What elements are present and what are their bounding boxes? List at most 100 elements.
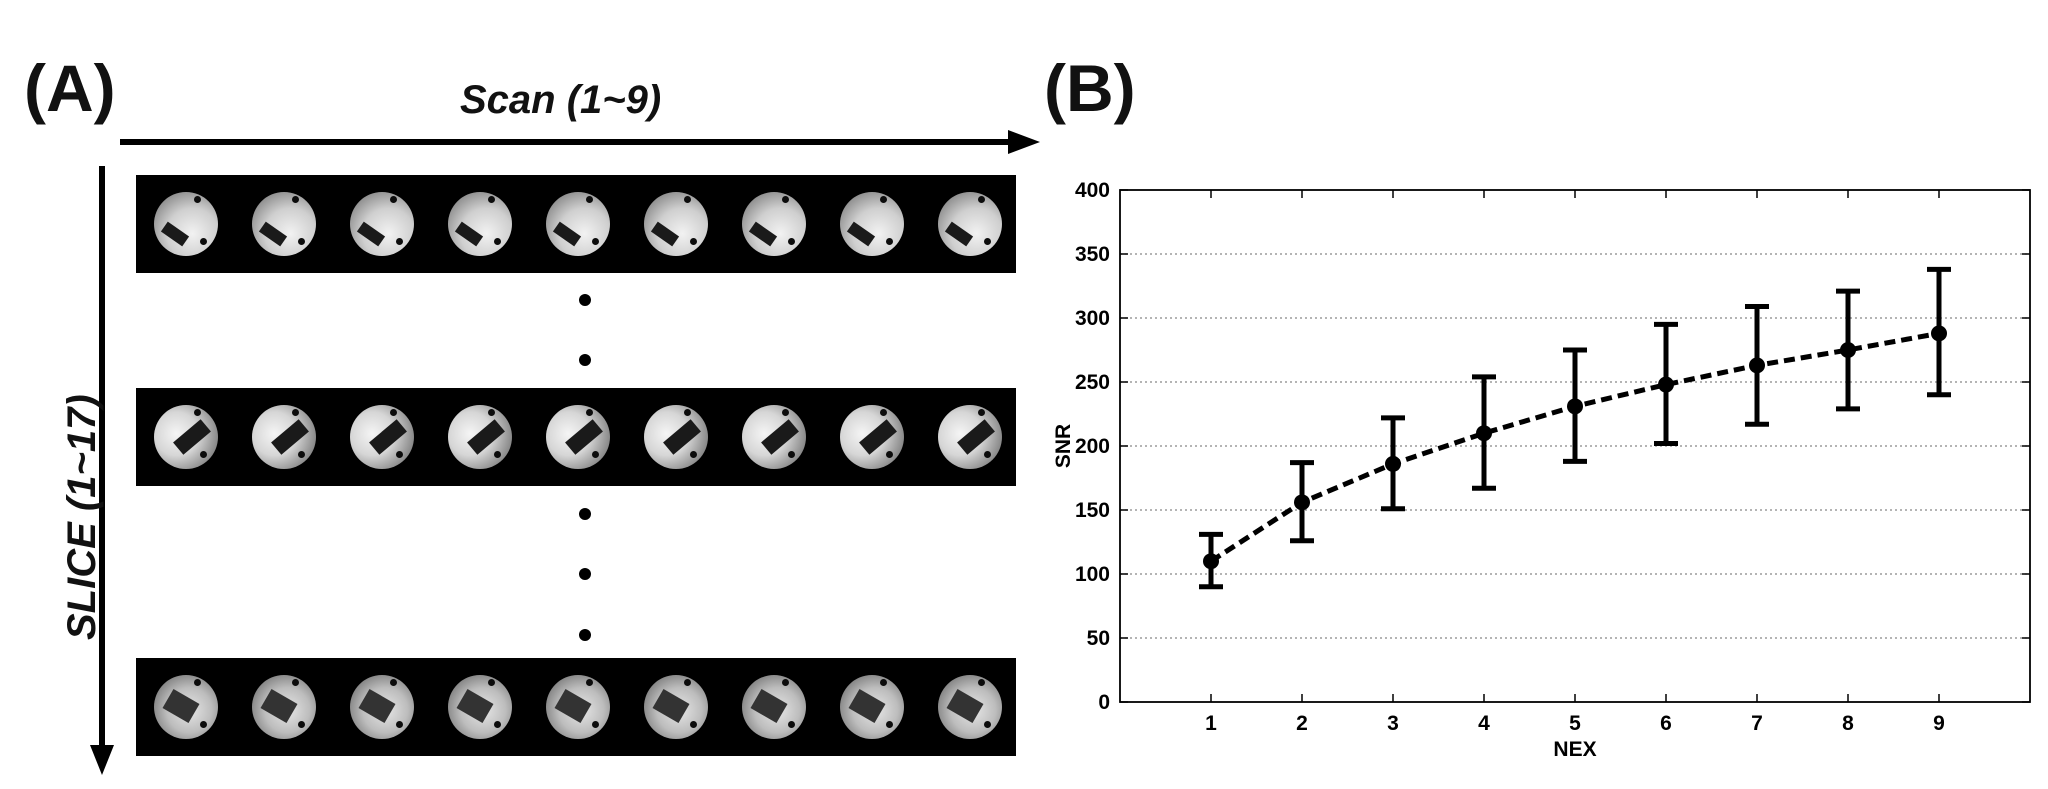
data-point — [1931, 325, 1947, 342]
phantom-thumbnail — [840, 192, 904, 256]
phantom-marker — [984, 451, 991, 458]
x-tick-label: 7 — [1751, 712, 1763, 735]
phantom-thumbnail — [350, 192, 414, 256]
phantom-marker — [690, 721, 697, 728]
phantom-insert — [848, 688, 886, 724]
phantom-thumbnail — [154, 675, 218, 739]
phantom-marker — [200, 238, 207, 245]
phantom-thumbnail — [252, 405, 316, 469]
phantom-marker — [194, 196, 201, 203]
ellipsis-dot — [579, 568, 591, 580]
image-strip-middle — [136, 388, 1016, 486]
data-point — [1294, 494, 1310, 511]
data-point — [1476, 425, 1492, 442]
phantom-marker — [984, 238, 991, 245]
x-axis-label: NEX — [1553, 738, 1596, 761]
phantom-marker — [978, 679, 985, 686]
y-tick-label: 0 — [1098, 691, 1110, 714]
phantom-marker — [788, 451, 795, 458]
data-point — [1749, 357, 1765, 374]
phantom-marker — [782, 409, 789, 416]
phantom-marker — [690, 451, 697, 458]
x-tick-label: 1 — [1205, 712, 1217, 735]
phantom-marker — [782, 679, 789, 686]
phantom-marker — [690, 238, 697, 245]
phantom-marker — [684, 679, 691, 686]
phantom-marker — [494, 238, 501, 245]
image-strip-top — [136, 175, 1016, 273]
phantom-thumbnail — [154, 192, 218, 256]
phantom-marker — [200, 721, 207, 728]
phantom-marker — [494, 721, 501, 728]
phantom-thumbnail — [154, 405, 218, 469]
data-point — [1385, 455, 1401, 472]
slice-axis-arrowhead — [90, 745, 114, 775]
phantom-marker — [592, 238, 599, 245]
phantom-thumbnail — [742, 675, 806, 739]
phantom-marker — [684, 196, 691, 203]
phantom-marker — [194, 679, 201, 686]
phantom-thumbnail — [644, 675, 708, 739]
phantom-insert — [944, 221, 974, 247]
phantom-insert — [271, 419, 309, 455]
phantom-marker — [396, 451, 403, 458]
y-tick-label: 300 — [1075, 307, 1110, 330]
snr-chart: 0 50 100 150 200 250 300 350 400 1 2 3 4 5 6 7 8 9 NEX SNR — [1052, 179, 2031, 761]
phantom-marker — [886, 238, 893, 245]
ellipsis-dot — [579, 508, 591, 520]
plot-frame — [1119, 189, 2031, 703]
phantom-marker — [200, 451, 207, 458]
phantom-insert — [260, 688, 298, 724]
phantom-insert — [173, 419, 211, 455]
phantom-insert — [652, 688, 690, 724]
phantom-thumbnail — [840, 675, 904, 739]
phantom-thumbnail — [252, 675, 316, 739]
phantom-thumbnail — [938, 405, 1002, 469]
phantom-marker — [592, 721, 599, 728]
arrows-layer — [90, 130, 1040, 775]
y-tick-label: 100 — [1075, 563, 1110, 586]
phantom-insert — [663, 419, 701, 455]
phantom-insert — [456, 688, 494, 724]
phantom-marker — [586, 679, 593, 686]
y-tick-label: 200 — [1075, 435, 1110, 458]
phantom-insert — [859, 419, 897, 455]
data-point — [1567, 398, 1583, 415]
phantom-thumbnail — [350, 675, 414, 739]
phantom-insert — [565, 419, 603, 455]
ellipsis-dot — [579, 629, 591, 641]
data-point — [1203, 553, 1219, 570]
phantom-marker — [194, 409, 201, 416]
phantom-thumbnail — [448, 675, 512, 739]
y-tick-label: 400 — [1075, 179, 1110, 202]
scan-axis-title: Scan (1~9) — [460, 78, 662, 122]
phantom-marker — [880, 196, 887, 203]
phantom-insert — [369, 419, 407, 455]
phantom-marker — [396, 721, 403, 728]
phantom-marker — [494, 451, 501, 458]
panel-a-label: (A) — [24, 51, 116, 125]
phantom-insert — [160, 221, 190, 247]
phantom-marker — [298, 721, 305, 728]
phantom-thumbnail — [546, 675, 610, 739]
phantom-thumbnail — [742, 192, 806, 256]
phantom-thumbnail — [742, 405, 806, 469]
phantom-thumbnail — [546, 405, 610, 469]
phantom-thumbnail — [840, 405, 904, 469]
scan-axis-arrowhead — [1008, 130, 1040, 154]
image-strip-bottom — [136, 658, 1016, 756]
slice-axis-title: SLICE (1~17) — [60, 394, 104, 640]
phantom-marker — [488, 679, 495, 686]
x-tick-label: 9 — [1933, 712, 1945, 735]
phantom-marker — [886, 451, 893, 458]
phantom-marker — [390, 679, 397, 686]
phantom-marker — [292, 409, 299, 416]
y-axis-label: SNR — [1052, 424, 1075, 468]
phantom-marker — [782, 196, 789, 203]
phantom-thumbnail — [448, 192, 512, 256]
phantom-insert — [162, 688, 200, 724]
phantom-insert — [358, 688, 396, 724]
phantom-marker — [880, 409, 887, 416]
phantom-insert — [356, 221, 386, 247]
phantom-marker — [298, 451, 305, 458]
